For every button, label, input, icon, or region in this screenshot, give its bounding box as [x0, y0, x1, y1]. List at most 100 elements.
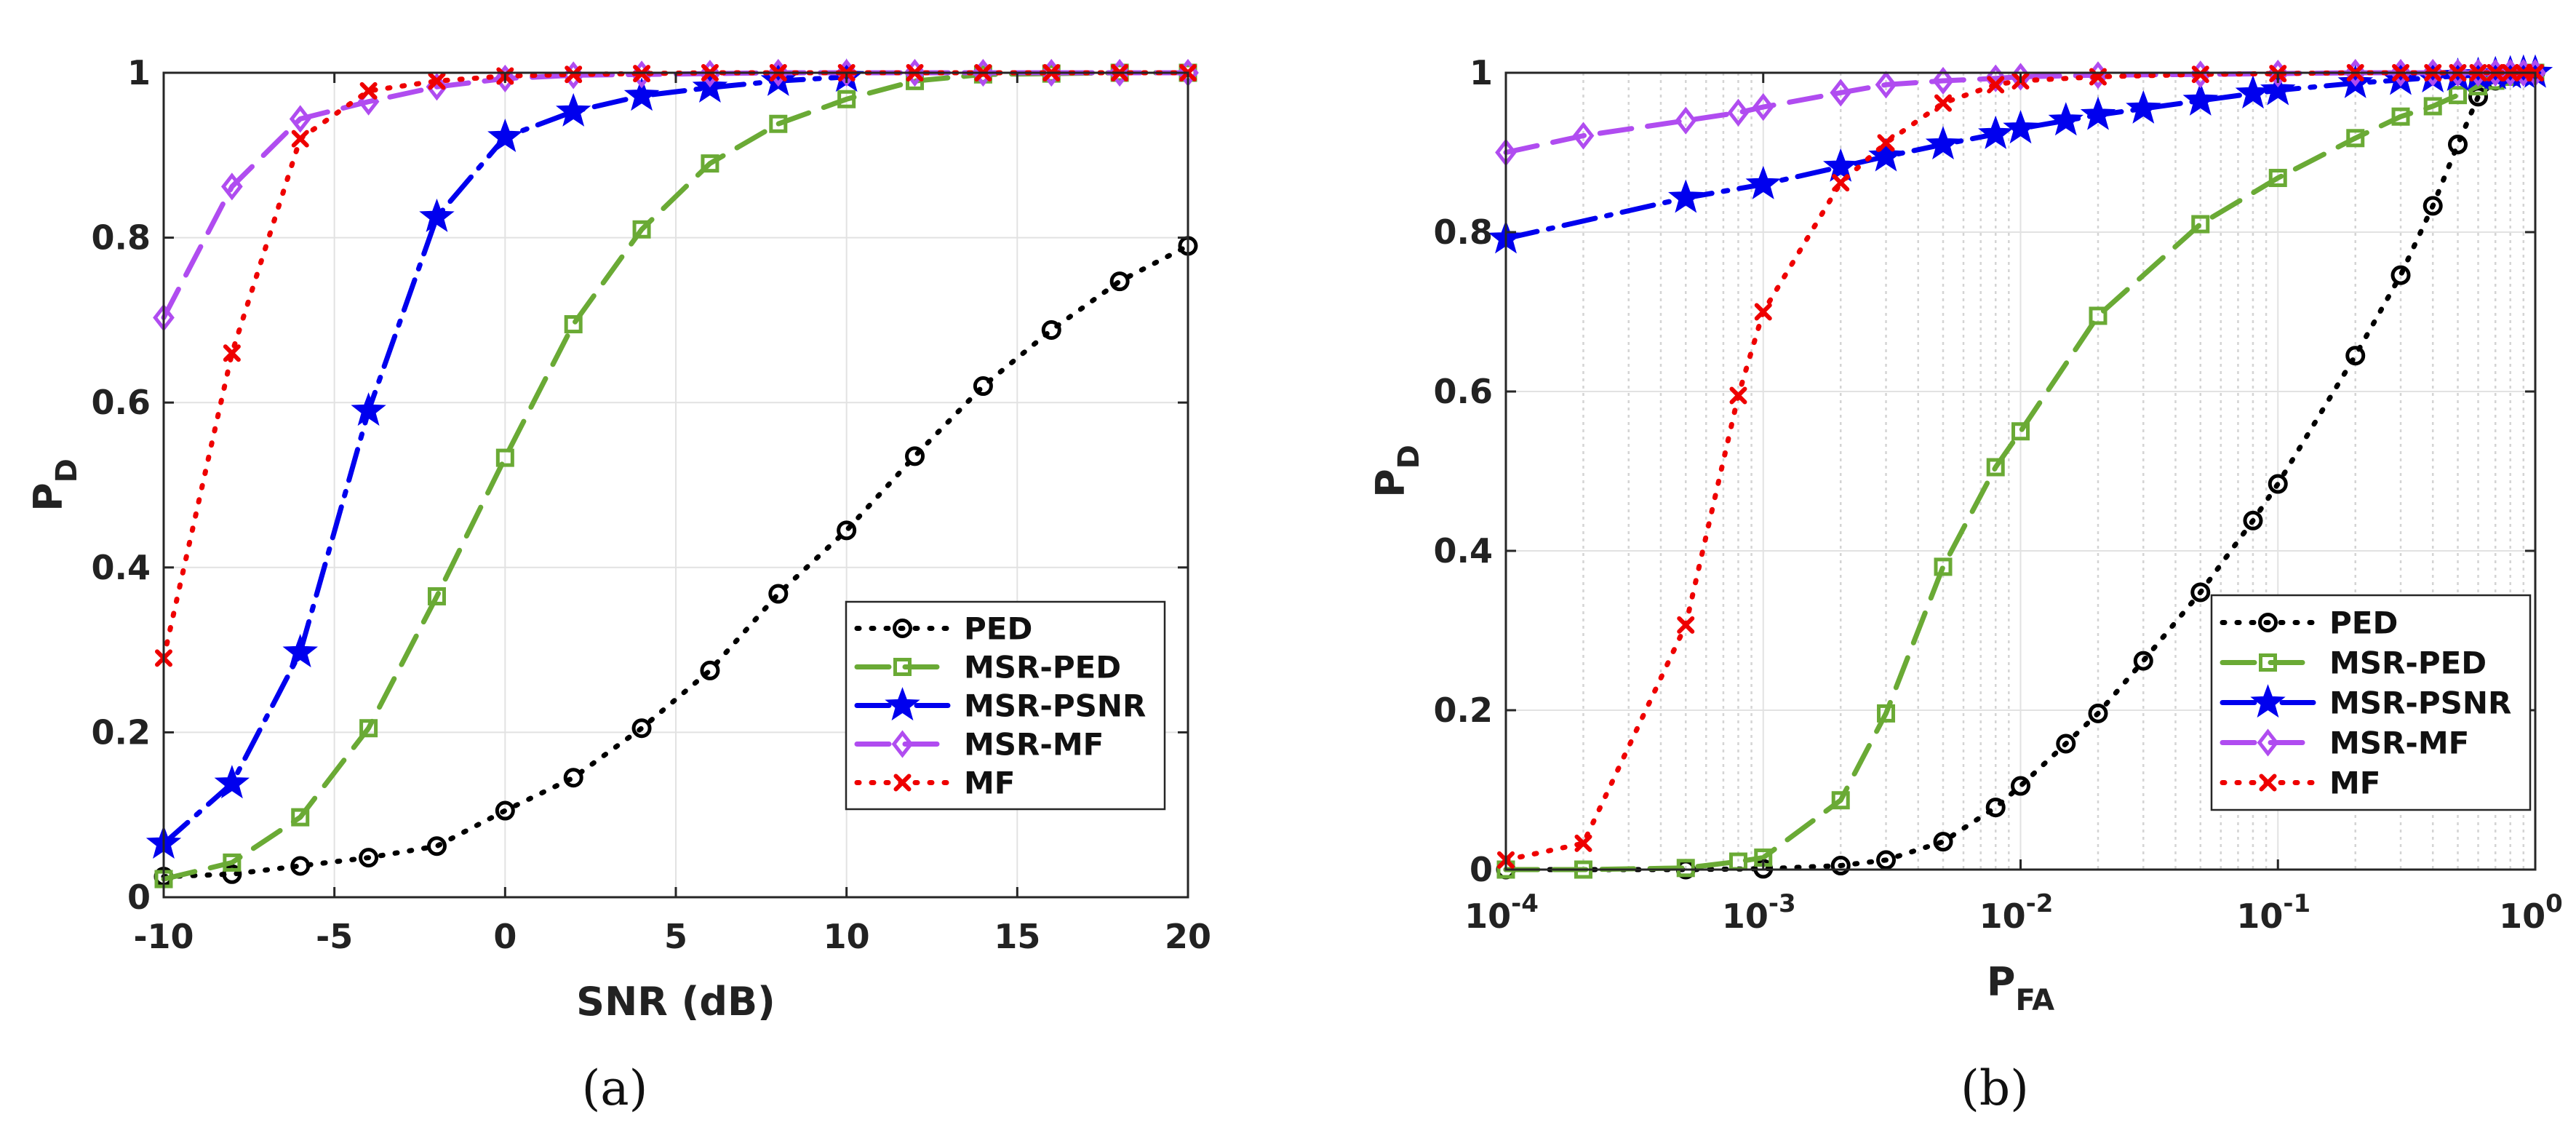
data-point-p0-s4-1 — [223, 344, 241, 362]
x-tick-label: 10-4 — [1464, 889, 1539, 936]
series-line-ped — [161, 243, 1191, 880]
data-point-p1-s4-4 — [1754, 303, 1772, 321]
x-tick-label: 100 — [2499, 889, 2563, 936]
data-point-p1-s2-4 — [1868, 138, 1904, 172]
data-point-p0-s4-2 — [291, 130, 309, 148]
data-point-p0-s4-4 — [428, 72, 446, 90]
data-point-p1-s0-7 — [2011, 776, 2030, 796]
data-point-p1-s1-12 — [2268, 169, 2287, 188]
legend-marker-ped — [893, 619, 912, 638]
legend-marker-msr-psnr — [2250, 684, 2286, 718]
data-point-p0-s2-9 — [760, 62, 796, 96]
data-point-p0-s2-7 — [623, 77, 660, 111]
x-axis-label: PFA — [1987, 959, 2054, 1017]
x-tick-label: 10-2 — [1979, 889, 2054, 936]
x-tick-label: 20 — [1165, 917, 1211, 956]
data-point-p1-s1-14 — [2391, 107, 2410, 126]
data-point-p0-s1-1 — [223, 853, 242, 872]
data-point-p0-s0-4 — [426, 836, 447, 856]
legend-marker-msr-mf — [2257, 728, 2279, 757]
y-tick-label: 0.4 — [1434, 531, 1494, 571]
y-tick-label: 1 — [1470, 53, 1493, 92]
data-point-p1-s0-14 — [2345, 346, 2366, 366]
x-tick-label: 10 — [824, 917, 870, 956]
data-point-p1-s0-16 — [2423, 196, 2443, 216]
data-point-p1-s1-5 — [1831, 791, 1850, 810]
data-point-p1-s0-3 — [1830, 856, 1851, 876]
legend-label-msr-psnr: MSR-PSNR — [964, 688, 1146, 724]
data-point-p0-s1-9 — [769, 114, 788, 133]
data-point-p1-s0-5 — [1933, 832, 1953, 852]
data-point-p1-s3-3 — [1727, 98, 1750, 127]
x-tick-label: 0 — [493, 917, 517, 956]
data-point-p0-s0-2 — [290, 856, 311, 876]
data-point-p1-s3-8 — [1985, 64, 2007, 92]
data-point-p0-s4-3 — [359, 82, 378, 100]
legend-marker-mf — [893, 774, 912, 792]
tick-labels: -10 -5 0 5 10 15 20 0 0.2 0.4 0.6 0.8 1 — [92, 53, 1212, 956]
y-tick-label: 0.8 — [1434, 212, 1494, 252]
x-tick-label: 10-1 — [2236, 889, 2310, 936]
data-point-p1-s1-6 — [1877, 704, 1896, 723]
data-point-p1-s2-11 — [2182, 82, 2218, 116]
legend-marker-msr-ped — [2259, 653, 2277, 672]
data-point-p1-s0-17 — [2448, 135, 2468, 155]
x-axis-label: SNR (dB) — [576, 979, 775, 1025]
legend-marker-ped — [2258, 613, 2278, 632]
data-point-p1-s2-9 — [2080, 96, 2116, 130]
legend-label-msr-psnr: MSR-PSNR — [2329, 685, 2511, 721]
data-point-p0-s0-6 — [563, 768, 583, 788]
data-point-p1-s2-6 — [1978, 115, 2014, 149]
data-point-p1-s4-6 — [1877, 134, 1895, 152]
legend-marker-mf — [2259, 774, 2277, 792]
data-point-p1-s3-6 — [1875, 71, 1897, 99]
data-point-p0-s0-10 — [837, 520, 857, 541]
data-point-p0-s2-3 — [351, 392, 386, 426]
data-point-p1-s2-1 — [1668, 179, 1704, 213]
y-axis-label: PD — [1368, 445, 1426, 498]
legend-marker-msr-ped — [893, 658, 912, 676]
legend-label-msr-ped: MSR-PED — [964, 650, 1121, 685]
data-point-p0-s0-12 — [973, 376, 993, 397]
y-tick-label: 0 — [127, 878, 151, 917]
x-tick-label: 5 — [664, 917, 687, 956]
data-point-p0-s1-10 — [837, 90, 856, 108]
data-point-p1-s1-7 — [1934, 557, 1953, 576]
x-tick-label: 10-3 — [1722, 889, 1796, 936]
data-point-p1-s1-11 — [2191, 215, 2210, 234]
data-point-p1-s2-8 — [2048, 102, 2083, 136]
data-point-p1-s3-5 — [1830, 79, 1852, 107]
data-point-p1-s4-3 — [1729, 386, 1747, 405]
data-point-p1-s2-10 — [2126, 90, 2161, 124]
data-point-p1-s2-3 — [1823, 148, 1859, 182]
data-point-p0-s4-6 — [565, 65, 583, 84]
data-point-p0-s1-8 — [701, 154, 719, 173]
data-point-p1-s4-11 — [2191, 65, 2209, 84]
data-point-p0-s2-6 — [556, 92, 591, 127]
legend-marker-msr-mf — [891, 730, 914, 758]
data-point-p1-s1-10 — [2089, 306, 2108, 325]
y-tick-label: 0.6 — [92, 383, 151, 422]
data-point-p1-s3-1 — [1572, 122, 1595, 150]
data-point-p1-s2-5 — [1925, 126, 1961, 160]
data-point-p0-s1-6 — [564, 315, 583, 334]
legend-label-mf: MF — [964, 766, 1016, 801]
data-point-p0-s2-5 — [487, 118, 523, 152]
data-point-p0-s0-13 — [1041, 319, 1061, 340]
data-point-p1-s4-7 — [1934, 94, 1953, 112]
legend-marker-msr-psnr — [885, 687, 920, 721]
data-point-p0-s2-2 — [282, 634, 318, 668]
data-point-p1-s4-8 — [1987, 76, 2005, 94]
data-point-p1-s0-6 — [1985, 798, 2006, 818]
data-point-p1-s3-2 — [1675, 106, 1697, 135]
legend-label-ped: PED — [964, 611, 1032, 647]
series-line-ped — [1503, 70, 2538, 872]
data-point-p1-s0-11 — [2190, 582, 2211, 603]
y-tick-label: 0.2 — [92, 712, 151, 752]
data-point-p1-s2-2 — [1745, 165, 1781, 199]
data-point-p0-s0-1 — [222, 864, 242, 884]
data-point-p1-s1-16 — [2449, 86, 2468, 105]
data-point-p1-s1-15 — [2423, 97, 2442, 116]
